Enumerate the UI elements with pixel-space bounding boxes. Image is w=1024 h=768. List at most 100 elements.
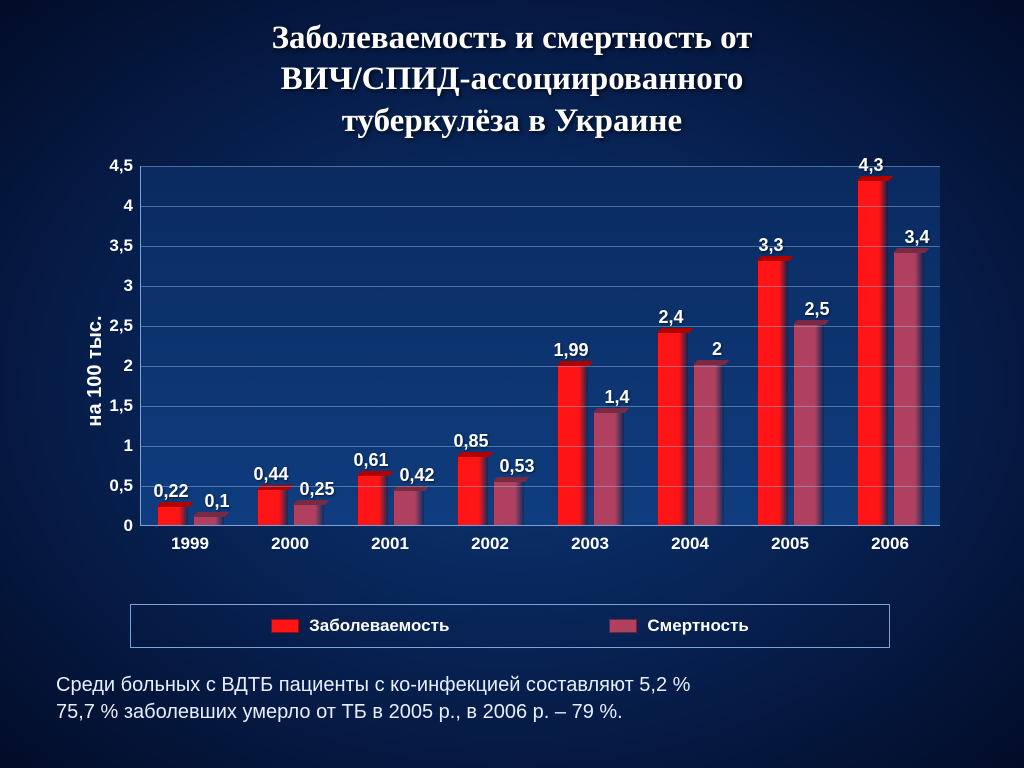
bar (394, 491, 424, 525)
legend-item-2: Смертность (609, 616, 748, 636)
bar-cap (593, 408, 629, 413)
footnote-line-1: Среди больных с ВДТБ пациенты с ко-инфек… (56, 674, 690, 696)
grid-line (141, 166, 940, 167)
y-tick-label: 0,5 (109, 476, 141, 496)
title-line-2: ВИЧ/СПИД-ассоциированного (281, 61, 744, 97)
x-tick-label: 2003 (571, 534, 609, 554)
bar (358, 476, 388, 525)
data-label: 0,44 (253, 464, 288, 485)
bar-cap (757, 256, 793, 261)
bar (194, 517, 224, 525)
bar-front (794, 325, 824, 525)
bar-front (494, 482, 524, 524)
slide-root: Заболеваемость и смертность от ВИЧ/СПИД-… (0, 0, 1024, 768)
legend-item-1: Заболеваемость (271, 616, 449, 636)
grid-line (141, 366, 940, 367)
data-label: 0,1 (204, 491, 229, 512)
bar-front (594, 413, 624, 525)
bar-cap (893, 248, 929, 253)
data-label: 2 (712, 339, 722, 360)
bar-front (858, 181, 888, 525)
y-tick-label: 4,5 (109, 156, 141, 176)
bar-front (458, 457, 488, 525)
bar-front (894, 253, 924, 525)
bar (158, 507, 188, 525)
data-label: 0,85 (453, 431, 488, 452)
slide-title: Заболеваемость и смертность от ВИЧ/СПИД-… (40, 18, 984, 142)
bar-cap (493, 477, 529, 482)
data-label: 0,42 (399, 465, 434, 486)
data-label: 1,99 (553, 340, 588, 361)
y-tick-label: 1 (124, 436, 141, 456)
y-axis-label: на 100 тыс. (84, 315, 107, 426)
bar (294, 505, 324, 525)
bar-front (658, 333, 688, 525)
bar (594, 413, 624, 525)
bar (694, 365, 724, 525)
bar-front (394, 491, 424, 525)
bar-front (158, 507, 188, 525)
data-label: 3,4 (904, 227, 929, 248)
data-label: 0,25 (299, 479, 334, 500)
grid-line (141, 486, 940, 487)
bar-cap (393, 486, 429, 491)
y-tick-label: 2,5 (109, 316, 141, 336)
data-label: 0,22 (153, 481, 188, 502)
legend-swatch-1 (271, 619, 299, 633)
bar-cap (457, 452, 493, 457)
x-tick-label: 2006 (871, 534, 909, 554)
x-tick-label: 2005 (771, 534, 809, 554)
grid-line (141, 206, 940, 207)
bar-front (258, 490, 288, 525)
grid-line (141, 326, 940, 327)
grid-line (141, 246, 940, 247)
y-tick-label: 3,5 (109, 236, 141, 256)
bar-cap (293, 500, 329, 505)
bar (658, 333, 688, 525)
bar-cap (793, 320, 829, 325)
legend: Заболеваемость Смертность (130, 604, 890, 648)
bar (258, 490, 288, 525)
x-tick-label: 1999 (171, 534, 209, 554)
data-label: 2,5 (804, 299, 829, 320)
grid-line (141, 406, 940, 407)
bar (458, 457, 488, 525)
legend-label-1: Заболеваемость (309, 616, 449, 636)
data-label: 1,4 (604, 387, 629, 408)
x-axis: 1999 2000 2001 2002 2003 2004 2005 2006 (140, 534, 940, 560)
bar-cap (193, 512, 229, 517)
title-line-1: Заболеваемость и смертность от (272, 20, 753, 56)
bar (494, 482, 524, 524)
bar-front (358, 476, 388, 525)
bar-front (694, 365, 724, 525)
bar-cap (693, 360, 729, 365)
y-tick-label: 1,5 (109, 396, 141, 416)
x-tick-label: 2004 (671, 534, 709, 554)
y-tick-label: 4 (124, 196, 141, 216)
bar-cap (357, 471, 393, 476)
y-tick-label: 3 (124, 276, 141, 296)
legend-label-2: Смертность (647, 616, 748, 636)
x-tick-label: 2001 (371, 534, 409, 554)
bar (794, 325, 824, 525)
title-line-3: туберкулёза в Украине (342, 103, 682, 139)
y-tick-label: 0 (124, 516, 141, 536)
plot-area: 0,22 0,1 0,44 0,25 0,61 0,42 0,85 0,53 1,99 1,4 2,… (140, 166, 940, 526)
y-tick-label: 2 (124, 356, 141, 376)
data-label: 2,4 (658, 307, 683, 328)
footnote: Среди больных с ВДТБ пациенты с ко-инфек… (56, 672, 690, 726)
chart-container: на 100 тыс. 0,220,10,440,250,610,420,850… (62, 156, 962, 586)
legend-swatch-2 (609, 619, 637, 633)
footnote-line-2: 75,7 % заболевших умерло от ТБ в 2005 р.… (56, 701, 623, 723)
bar-front (294, 505, 324, 525)
data-label: 0,61 (353, 450, 388, 471)
bar (894, 253, 924, 525)
bar-cap (157, 502, 193, 507)
x-tick-label: 2000 (271, 534, 309, 554)
bar-cap (857, 176, 893, 181)
bars-layer: 0,22 0,1 0,44 0,25 0,61 0,42 0,85 0,53 1,99 1,4 2,… (141, 166, 940, 525)
x-tick-label: 2002 (471, 534, 509, 554)
data-label: 0,53 (499, 456, 534, 477)
grid-line (141, 446, 940, 447)
bar (858, 181, 888, 525)
